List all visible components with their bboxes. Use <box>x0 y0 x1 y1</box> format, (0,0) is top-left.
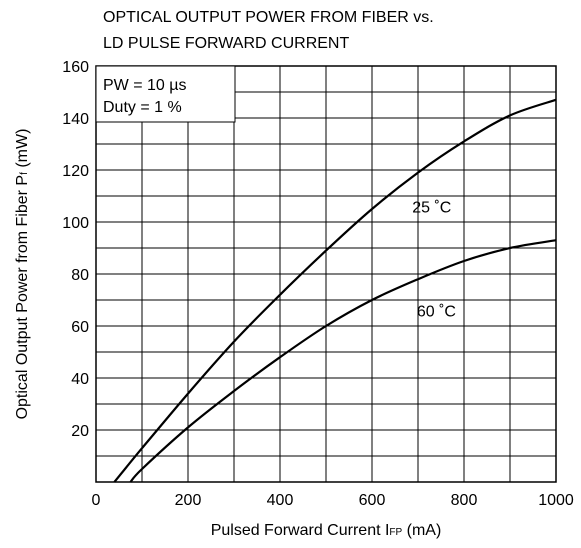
y-tick-label: 40 <box>71 371 89 388</box>
y-axis-label: Optical Output Power from Fiber Pf (mW) <box>14 129 31 420</box>
x-tick-label: 200 <box>175 492 202 509</box>
y-tick-label: 120 <box>62 163 89 180</box>
y-tick-label: 60 <box>71 319 89 336</box>
x-tick-label: 800 <box>451 492 478 509</box>
tick-labels: 0 200 400 600 800 1000 20 40 60 80 100 120 140 160 <box>62 59 574 509</box>
x-tick-label: 0 <box>92 492 101 509</box>
y-tick-label: 80 <box>71 267 89 284</box>
x-tick-label: 1000 <box>538 492 574 509</box>
x-tick-label: 400 <box>267 492 294 509</box>
curve-labels: 25 ˚C 60 ˚C <box>412 199 456 320</box>
series-line-25c <box>113 98 557 483</box>
y-tick-label: 160 <box>62 59 89 76</box>
y-tick-label: 20 <box>71 423 89 440</box>
chart-title-line-2: LD PULSE FORWARD CURRENT <box>103 35 349 52</box>
chart-title-line-1: OPTICAL OUTPUT POWER FROM FIBER vs. <box>103 9 434 26</box>
condition-duty: Duty = 1 % <box>103 99 182 116</box>
curve-label-60c: 60 ˚C <box>417 303 456 320</box>
gridlines <box>96 66 556 482</box>
condition-pulse-width: PW = 10 µs <box>103 77 186 94</box>
y-tick-label: 100 <box>62 215 89 232</box>
x-axis-label: Pulsed Forward Current IFP (mA) <box>211 522 442 539</box>
data-curves <box>113 98 557 483</box>
curve-label-25c: 25 ˚C <box>412 199 451 216</box>
conditions-box <box>95 65 236 123</box>
x-tick-label: 600 <box>359 492 386 509</box>
plot-frame <box>95 65 557 483</box>
series-line-60c <box>129 239 557 483</box>
y-tick-label: 140 <box>62 111 89 128</box>
